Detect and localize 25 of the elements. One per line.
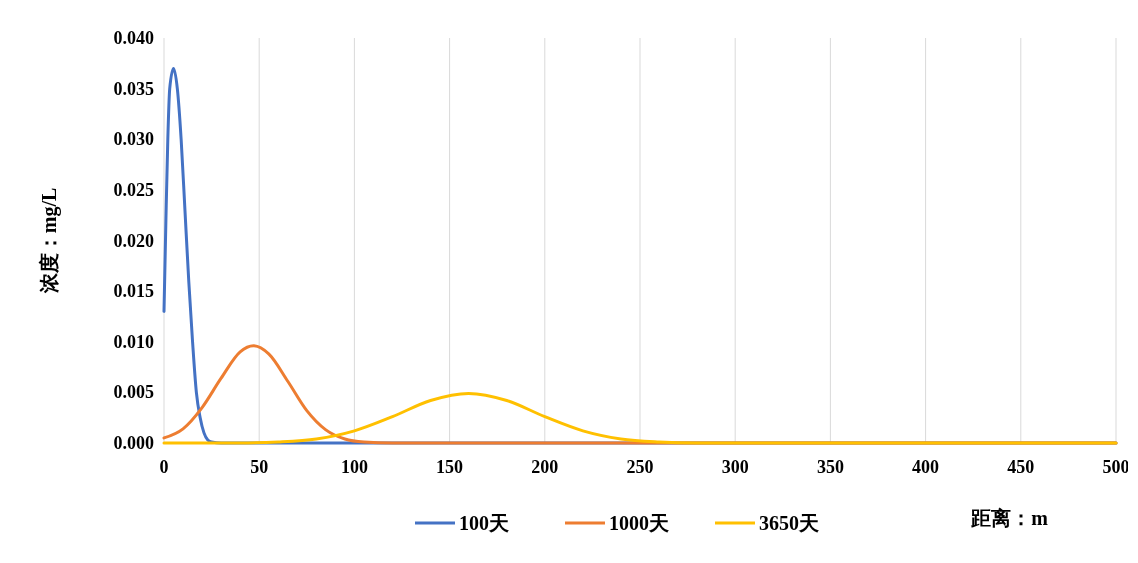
- y-axis-title: 浓度：mg/L: [38, 187, 61, 295]
- x-tick-label: 200: [531, 457, 559, 477]
- y-tick-label: 0.005: [113, 382, 154, 403]
- x-tick-label: 250: [626, 457, 654, 477]
- x-tick-label: 100: [340, 457, 368, 477]
- y-tick-label: 0.030: [113, 129, 154, 150]
- x-tick-label: 450: [1007, 457, 1035, 477]
- legend-label: 1000天: [609, 512, 669, 534]
- y-tick-label: 0.025: [113, 179, 154, 200]
- y-tick-label: 0.040: [113, 28, 154, 48]
- x-tick-label: 0: [159, 457, 169, 477]
- x-tick-label: 300: [721, 457, 749, 477]
- legend-label: 3650天: [759, 512, 819, 534]
- x-tick-label: 500: [1102, 457, 1130, 477]
- x-tick-label: 350: [816, 457, 844, 477]
- y-tick-label: 0.020: [113, 230, 154, 251]
- y-tick-label: 0.035: [113, 78, 154, 99]
- y-tick-label: 0.000: [113, 433, 154, 453]
- x-axis-title: 距离：m: [970, 507, 1049, 529]
- y-tick-label: 0.015: [113, 281, 154, 302]
- y-tick-label: 0.010: [113, 331, 154, 352]
- x-tick-label: 50: [250, 457, 269, 477]
- x-tick-label: 400: [912, 457, 940, 477]
- legend-label: 100天: [459, 512, 509, 534]
- x-tick-label: 150: [436, 457, 464, 477]
